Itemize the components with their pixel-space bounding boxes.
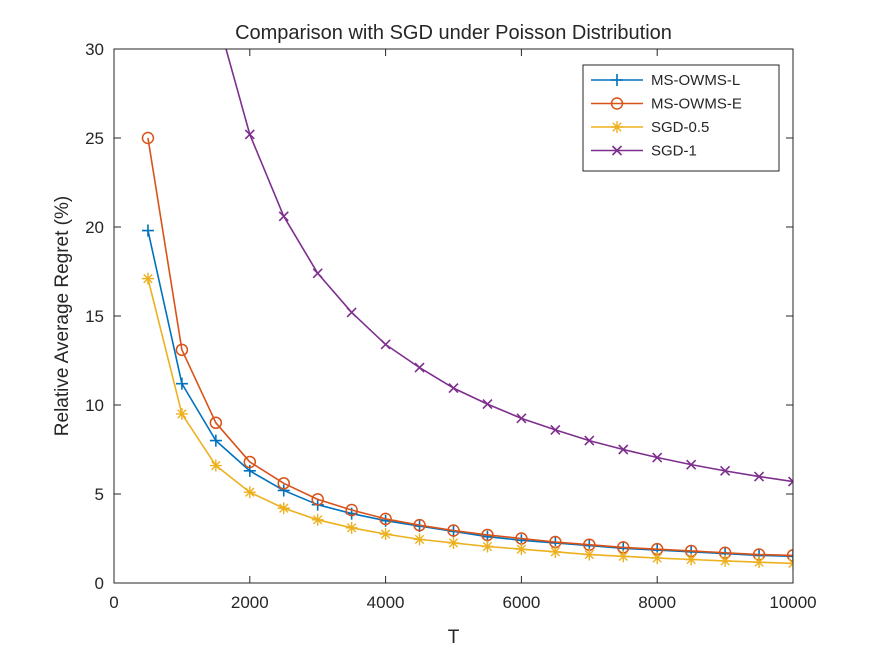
y-tick-label: 0 [95,574,104,593]
data-point [448,383,459,394]
y-axis-label: Relative Average Regret (%) [52,196,73,436]
y-tick-label: 15 [85,307,104,326]
series-line [225,49,793,483]
data-point [209,434,222,447]
y-tick-label: 10 [85,396,104,415]
data-point [447,536,460,549]
data-point [617,550,630,563]
legend-entry: SGD-0.5 [591,119,709,136]
data-point [686,459,697,470]
data-point [753,471,765,482]
data-point [482,399,493,410]
y-tick-label: 20 [85,218,104,237]
data-point [685,553,698,566]
series-sgd-0-5 [141,272,793,570]
data-point [141,272,154,285]
chart-title: Comparison with SGD under Poisson Distri… [235,22,672,44]
data-point [515,543,528,556]
data-point [516,413,527,424]
data-point [312,268,323,279]
data-point [379,528,392,541]
data-point [277,502,290,515]
data-point [380,339,391,350]
data-point [414,362,425,373]
legend-label: SGD-1 [651,143,697,160]
data-point [379,512,392,526]
data-point [651,552,664,565]
axes-layer: 0 2000 4000 6000 8000 10000 0 5 10 15 20 25 30 [85,40,817,612]
data-point [209,416,223,430]
data-point [243,486,256,499]
y-tick-label: 5 [95,485,104,504]
data-point [786,549,793,562]
data-point [209,459,222,472]
data-point [753,556,766,569]
data-point [243,455,257,469]
data-point [141,131,155,145]
x-tick-label: 10000 [769,593,816,612]
legend-swatch-marker [610,97,624,110]
legend-swatch-marker [611,121,623,133]
data-point [311,513,324,526]
x-tick-label: 8000 [638,593,676,612]
data-point [277,484,290,497]
legend-entry: MS-OWMS-E [591,96,742,113]
data-point [583,548,596,561]
x-tick-label: 2000 [231,593,269,612]
data-point [141,224,154,237]
data-point [413,533,426,546]
data-point [618,444,629,455]
x-tick-label: 4000 [367,593,405,612]
data-point [413,518,426,532]
x-tick-label: 0 [109,593,118,612]
legend-swatch-marker [611,145,623,156]
series-layer [141,49,793,570]
legend-entry: SGD-1 [591,143,697,160]
data-point [277,477,290,490]
data-point [549,545,562,558]
data-point [720,465,731,476]
data-point [584,435,595,446]
legend: MS-OWMS-L MS-OWMS-E SGD-0.5 SGD-1 [582,64,780,172]
legend-swatch-marker [611,74,623,86]
data-point [481,540,494,553]
data-point [652,452,663,463]
data-point [550,424,561,435]
legend-label: MS-OWMS-E [651,96,742,113]
data-point [447,524,460,537]
data-point [345,521,358,534]
y-tick-label: 30 [85,40,104,59]
data-point [175,407,188,420]
x-tick-label: 6000 [502,593,540,612]
y-tick-label: 25 [85,129,104,148]
legend-entry: MS-OWMS-L [591,72,740,89]
data-point [719,554,732,567]
data-point [244,129,255,140]
data-point [346,307,357,318]
legend-label: MS-OWMS-L [651,72,740,89]
data-point [311,493,324,506]
data-point [175,377,188,390]
data-point [345,503,358,517]
legend-label: SGD-0.5 [651,119,709,136]
data-point [481,528,494,542]
data-point [278,211,289,222]
series-sgd-1 [225,49,793,487]
data-point [175,343,189,357]
data-point [787,550,793,563]
x-axis-label: T [448,627,460,648]
data-point [787,476,793,487]
legend-box [582,64,780,172]
